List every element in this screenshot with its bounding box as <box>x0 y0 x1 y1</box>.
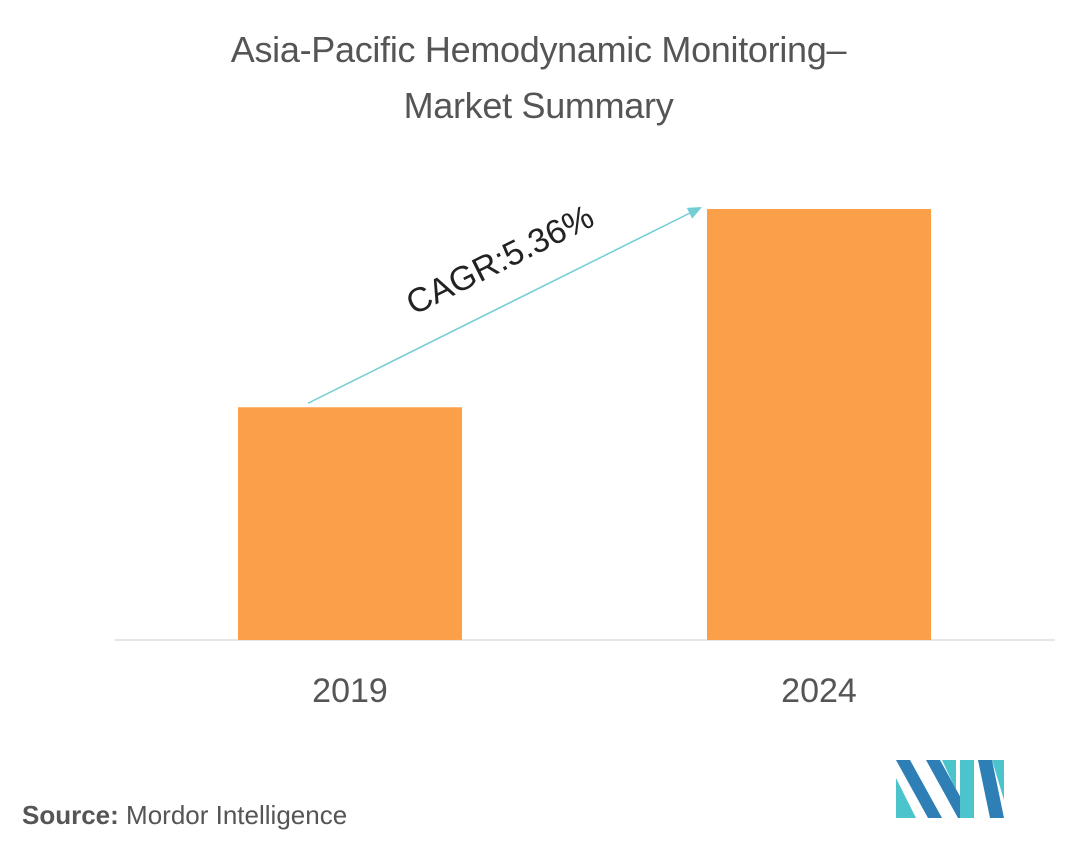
x-tick-label-2024: 2024 <box>781 672 857 710</box>
source-value: Mordor Intelligence <box>126 800 348 830</box>
cagr-arrow-head <box>686 207 702 219</box>
x-tick-label-2019: 2019 <box>312 672 388 710</box>
cagr-arrow-line <box>307 210 695 404</box>
source-note: Source: Mordor Intelligence <box>22 800 347 831</box>
cagr-label: CAGR:5.36% <box>400 198 600 323</box>
chart-title-line-1: Asia-Pacific Hemodynamic Monitoring– <box>230 29 847 70</box>
source-label: Source: <box>22 800 119 830</box>
mordor-logo-icon <box>896 760 1004 818</box>
bar-2019 <box>238 407 462 640</box>
chart-title-line-2: Market Summary <box>403 85 674 126</box>
bar-2024 <box>707 209 931 640</box>
chart-title: Asia-Pacific Hemodynamic Monitoring– Mar… <box>0 22 1077 134</box>
